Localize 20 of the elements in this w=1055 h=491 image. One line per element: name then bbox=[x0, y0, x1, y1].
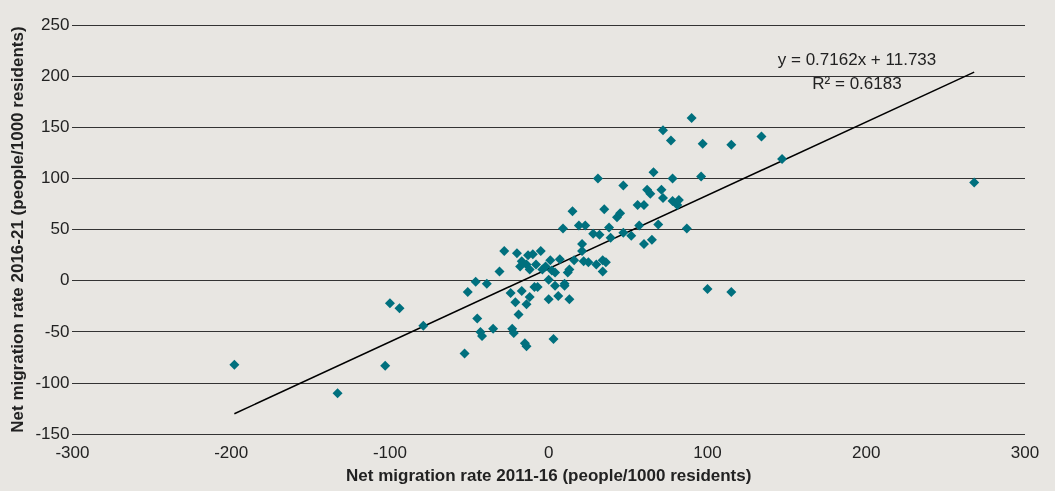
y-axis-title: Net migration rate 2016-21 (people/1000 residents) bbox=[7, 26, 27, 433]
y-tick-label: -150 bbox=[35, 423, 70, 443]
y-tick-label: 200 bbox=[41, 65, 70, 85]
x-tick-label: 100 bbox=[693, 443, 722, 463]
x-tick-label: -100 bbox=[372, 443, 407, 463]
annotation: y = 0.7162x + 11.733 bbox=[777, 49, 937, 69]
x-tick-label: -300 bbox=[55, 443, 90, 463]
x-tick-label: 200 bbox=[852, 443, 881, 463]
y-tick-label: -100 bbox=[35, 372, 70, 392]
x-tick-label: 0 bbox=[543, 443, 554, 463]
y-tick-label: -50 bbox=[44, 321, 70, 341]
y-tick-label: 150 bbox=[41, 116, 70, 136]
y-tick-label: 100 bbox=[41, 168, 70, 188]
x-axis-title: Net migration rate 2011-16 (people/1000 residents) bbox=[346, 466, 752, 486]
y-tick-label: 250 bbox=[41, 14, 70, 34]
x-tick-label: -200 bbox=[214, 443, 249, 463]
x-tick-label: 300 bbox=[1010, 443, 1040, 463]
y-tick-label: 0 bbox=[59, 270, 70, 290]
y-tick-label: 50 bbox=[50, 219, 70, 239]
annotation: R² = 0.6183 bbox=[812, 73, 902, 93]
